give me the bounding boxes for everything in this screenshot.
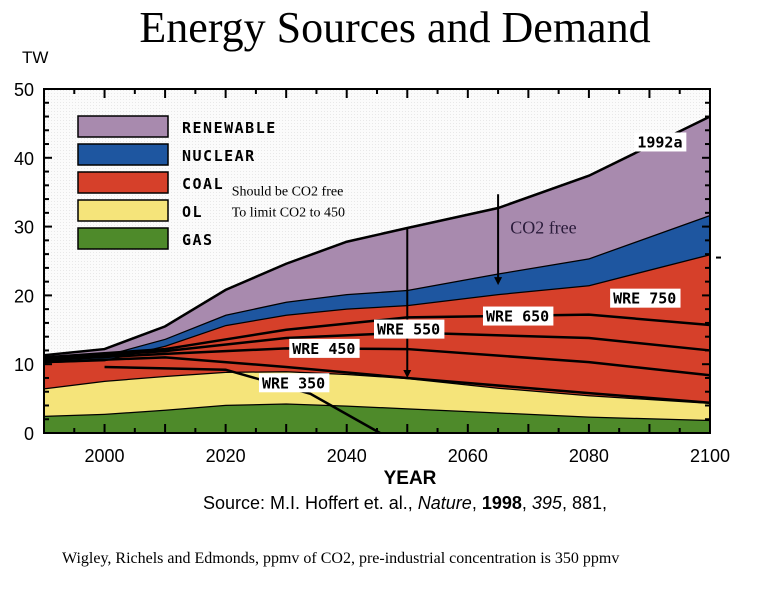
source-prefix: Source: M.I. Hoffert et. al.,	[203, 493, 418, 513]
annotation-label: WRE 450	[292, 340, 355, 358]
line-wre-750	[43, 313, 711, 359]
chart-title: Energy Sources and Demand	[139, 3, 651, 52]
annotation-label-bg	[289, 338, 360, 358]
annotation-label: WRE 650	[486, 308, 549, 326]
line-wre-450	[43, 356, 711, 404]
source-sep: ,	[521, 493, 532, 513]
area-renewable	[44, 116, 710, 359]
source-pages: , 881,	[561, 493, 607, 513]
arrow-head	[494, 277, 503, 286]
annotation-label-bg	[482, 306, 554, 326]
legend-swatch	[77, 227, 169, 250]
x-tick-label: 2100	[690, 446, 730, 466]
area-nuclear	[44, 214, 710, 363]
legend-label: OL	[182, 203, 203, 221]
annotation-text: CO2 free	[510, 217, 576, 237]
y-tick-label: 50	[14, 80, 34, 100]
x-tick-label: 2000	[85, 446, 125, 466]
legend-label: COAL	[182, 175, 224, 193]
x-tick-label: 2040	[327, 446, 367, 466]
annotation-label-bg	[258, 373, 330, 393]
boundary-renewable	[43, 115, 711, 357]
x-axis-label: YEAR	[383, 468, 437, 489]
legend-swatch	[77, 115, 169, 138]
legend-label: RENEWABLE	[182, 119, 277, 137]
y-tick-label: 10	[14, 355, 34, 375]
source-journal: Nature	[417, 493, 472, 513]
source-volume: 395	[531, 493, 562, 513]
area-oil	[44, 371, 710, 420]
annotation-label-bg	[634, 132, 687, 152]
legend-label: GAS	[182, 231, 214, 249]
annotation-text: To limit CO2 to 450	[232, 205, 345, 220]
annotation-label: WRE 750	[613, 290, 676, 308]
annotation-label: WRE 350	[262, 374, 325, 392]
y-tick-label: 20	[14, 286, 34, 306]
x-tick-label: 2020	[206, 446, 246, 466]
legend-swatch	[77, 171, 169, 194]
annotation-label: WRE 550	[377, 321, 440, 339]
source-sep: ,	[471, 493, 482, 513]
legend-label: NUCLEAR	[182, 147, 256, 165]
legend-swatch	[77, 143, 169, 166]
annotation-text: Should be CO2 free	[232, 185, 344, 200]
annotation-label-bg	[374, 319, 445, 339]
legend-swatch	[77, 199, 169, 222]
line-wre-650	[43, 331, 711, 360]
source-year: 1998	[481, 493, 522, 513]
y-tick-label: 40	[14, 149, 34, 169]
annotation-label-bg	[610, 288, 681, 308]
area-gas	[44, 403, 710, 433]
arrow-head	[403, 369, 412, 378]
x-tick-label: 2060	[448, 446, 488, 466]
y-tick-label: 0	[24, 424, 34, 444]
y-axis-unit: TW	[22, 48, 49, 67]
y-tick-label: 30	[14, 218, 34, 238]
annotation-label: 1992a	[637, 133, 682, 151]
source-citation: Source: M.I. Hoffert et. al., Nature, 19…	[0, 493, 774, 514]
x-tick-label: 2080	[569, 446, 609, 466]
footnote: Wigley, Richels and Edmonds, ppmv of CO2…	[62, 550, 620, 567]
